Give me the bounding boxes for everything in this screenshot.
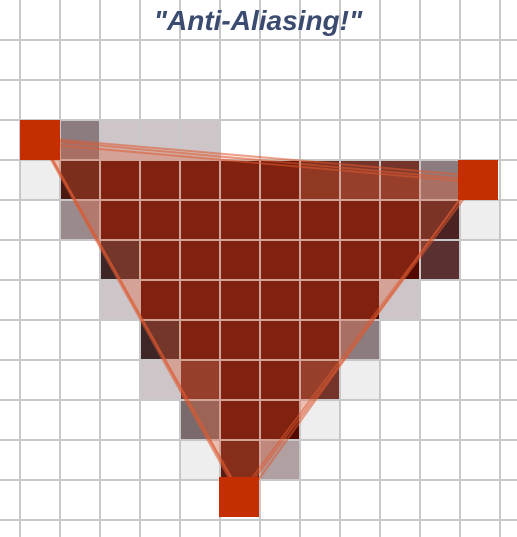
pixel-cell bbox=[100, 200, 140, 240]
pixel-cell bbox=[20, 160, 60, 200]
pixel-cell bbox=[180, 240, 220, 280]
pixel-cell bbox=[340, 280, 380, 320]
pixel-cell bbox=[220, 160, 260, 200]
pixel-cell bbox=[140, 160, 180, 200]
pixel-cell bbox=[140, 240, 180, 280]
pixel-cell bbox=[260, 400, 300, 440]
pixel-cell bbox=[340, 320, 380, 360]
pixel-cell bbox=[460, 200, 500, 240]
pixel-cell bbox=[220, 240, 260, 280]
pixel-cell bbox=[220, 280, 260, 320]
pixel-cell bbox=[220, 320, 260, 360]
pixel-cell bbox=[140, 280, 180, 320]
pixel-cell bbox=[220, 200, 260, 240]
vertex-pixel bbox=[20, 120, 60, 160]
vertex-pixel bbox=[219, 477, 259, 517]
pixel-cell bbox=[140, 200, 180, 240]
pixel-cell bbox=[300, 280, 340, 320]
pixel-cell bbox=[220, 400, 260, 440]
pixel-cell bbox=[380, 240, 420, 280]
triangle-edge bbox=[42, 142, 474, 502]
pixel-cell bbox=[180, 160, 220, 200]
pixel-cells bbox=[20, 120, 500, 480]
pixel-cell bbox=[100, 160, 140, 200]
pixel-cell bbox=[300, 400, 340, 440]
pixel-cell bbox=[180, 360, 220, 400]
pixel-cell bbox=[260, 360, 300, 400]
pixel-cell bbox=[100, 120, 140, 160]
pixel-cell bbox=[380, 200, 420, 240]
pixel-cell bbox=[260, 320, 300, 360]
pixel-cell bbox=[60, 160, 100, 200]
pixel-cell bbox=[340, 240, 380, 280]
pixel-cell bbox=[260, 240, 300, 280]
pixel-cell bbox=[180, 320, 220, 360]
pixel-cell bbox=[180, 200, 220, 240]
pixel-cell bbox=[340, 200, 380, 240]
pixel-cell bbox=[380, 160, 420, 200]
pixel-cell bbox=[100, 280, 140, 320]
pixel-cell bbox=[300, 320, 340, 360]
pixel-cell bbox=[180, 280, 220, 320]
pixel-cell bbox=[300, 240, 340, 280]
title: "Anti-Aliasing!" bbox=[154, 5, 363, 36]
pixel-cell bbox=[300, 200, 340, 240]
pixel-cell bbox=[220, 360, 260, 400]
triangle-overlay bbox=[38, 136, 480, 502]
pixel-cell bbox=[340, 360, 380, 400]
vertex-pixel bbox=[458, 160, 498, 200]
pixel-cell bbox=[260, 280, 300, 320]
pixel-cell bbox=[260, 200, 300, 240]
